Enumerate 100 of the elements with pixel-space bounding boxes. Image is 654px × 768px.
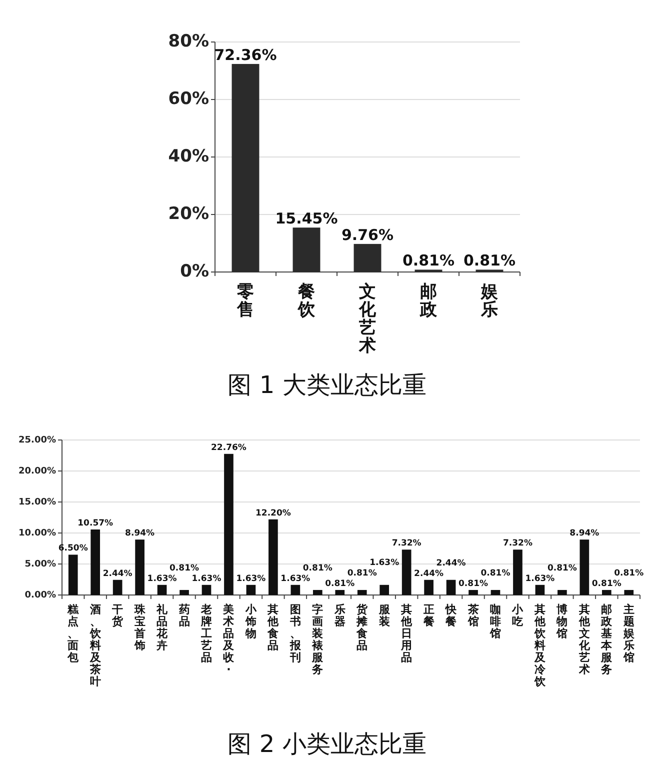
bar: [224, 454, 234, 595]
data-label: 1.63%: [280, 574, 311, 584]
data-label: 15.45%: [275, 210, 338, 228]
data-label: 0.81%: [480, 568, 511, 578]
x-tick-label: 快餐: [444, 603, 458, 628]
data-label: 8.94%: [570, 528, 600, 539]
bar: [292, 228, 320, 272]
y-tick-label: 25.00%: [18, 435, 56, 446]
bar: [246, 584, 256, 595]
bar: [535, 584, 545, 595]
data-label: 22.76%: [211, 442, 247, 453]
bar: [202, 584, 212, 595]
bar: [357, 590, 367, 595]
x-tick-label: 其他食品: [266, 603, 280, 652]
x-tick-label: 餐饮: [297, 282, 316, 320]
x-tick-label: 主题娱乐馆: [622, 603, 636, 664]
data-label: 1.63%: [192, 574, 222, 584]
y-tick-label: 80%: [168, 32, 209, 52]
data-label: 0.81%: [170, 563, 200, 574]
x-tick-label: 其他文化艺术: [578, 603, 591, 676]
y-tick-label: 5.00%: [24, 559, 56, 570]
x-tick-label: 其他日用品: [400, 603, 414, 664]
y-tick-label: 0%: [180, 262, 209, 282]
data-label: 0.81%: [547, 563, 578, 574]
data-label: 7.32%: [502, 538, 533, 549]
data-label: 0.81%: [302, 563, 333, 574]
bar: [268, 519, 278, 595]
bar: [312, 590, 322, 595]
bar: [446, 580, 456, 595]
bar: [232, 64, 260, 272]
bar: [402, 550, 412, 595]
data-label: 0.81%: [325, 578, 356, 589]
x-tick-label: 零售: [236, 282, 254, 320]
y-tick-label: 40%: [168, 146, 209, 167]
bar: [513, 550, 522, 595]
x-tick-label: 礼品花卉: [156, 603, 169, 652]
bar: [335, 590, 345, 595]
bar: [157, 584, 167, 595]
bar: [380, 584, 390, 595]
x-tick-label: 服装: [378, 603, 391, 628]
text: 图 1 大类业态比重: [228, 371, 426, 399]
x-tick-label: 图书、报刊: [288, 603, 302, 664]
data-label: 12.20%: [255, 508, 292, 518]
data-label: 0.81%: [402, 252, 455, 270]
data-label: 2.44%: [102, 568, 133, 579]
bar: [602, 590, 612, 595]
x-tick-label: 老牌工艺品: [200, 603, 212, 664]
x-tick-label: 字画装裱服务: [311, 603, 324, 676]
x-tick-label: 乐器: [333, 603, 346, 628]
x-tick-label: 美术品及收·: [222, 603, 236, 676]
x-tick-label: 邮政基本服务: [600, 603, 614, 676]
x-tick-label: 小饰物: [244, 603, 258, 640]
x-tick-label: 珠宝首饰: [133, 603, 146, 652]
bar: [90, 529, 100, 595]
bar: [180, 590, 189, 595]
bar: [290, 584, 300, 595]
data-label: 0.81%: [614, 568, 644, 578]
x-tick-label: 咖啡馆: [489, 603, 501, 640]
x-tick-label: 邮政: [419, 282, 438, 320]
data-label: 10.57%: [78, 518, 114, 528]
y-tick-label: 0.00%: [24, 590, 56, 600]
data-label: 0.81%: [463, 252, 516, 270]
data-label: 1.63%: [525, 574, 556, 584]
x-tick-label: 其他饮料及冷饮: [533, 603, 546, 688]
data-label: 1.63%: [370, 558, 400, 568]
data-label: 7.32%: [392, 538, 422, 549]
data-label: 2.44%: [436, 558, 466, 568]
bar: [558, 590, 567, 595]
x-tick-label: 文化艺术: [358, 282, 377, 356]
bar: [580, 540, 590, 595]
bar: [68, 554, 78, 595]
x-tick-label: 茶馆: [466, 603, 479, 628]
data-label: 0.81%: [592, 578, 622, 589]
bar: [354, 244, 382, 272]
x-tick-label: 小吃: [511, 603, 524, 628]
bar: [112, 580, 122, 595]
x-tick-label: 药品: [178, 603, 190, 628]
x-tick-label: 货摊食品: [356, 603, 369, 652]
data-label: 9.76%: [341, 226, 394, 244]
bar: [624, 590, 634, 595]
data-label: 1.63%: [236, 574, 266, 584]
data-label: 8.94%: [125, 528, 156, 539]
y-tick-label: 10.00%: [18, 528, 56, 538]
x-tick-label: 正餐: [422, 603, 434, 628]
x-tick-label: 博物馆: [556, 603, 568, 640]
data-label: 2.44%: [414, 568, 444, 579]
y-tick-label: 20%: [168, 204, 209, 224]
x-tick-label: 酒、饮料及茶叶: [88, 603, 102, 688]
bar: [468, 590, 478, 595]
y-tick-label: 20.00%: [18, 466, 56, 476]
bar: [135, 540, 144, 595]
y-tick-label: 15.00%: [18, 497, 56, 508]
bar: [490, 590, 500, 595]
text: 图 2 小类业态比重: [228, 730, 426, 758]
x-tick-label: 糕点、面包: [66, 603, 80, 664]
y-tick-label: 60%: [168, 89, 209, 110]
data-label: 1.63%: [147, 574, 178, 584]
data-label: 0.81%: [458, 578, 488, 589]
bar: [424, 580, 434, 595]
data-label: 0.81%: [347, 568, 378, 578]
